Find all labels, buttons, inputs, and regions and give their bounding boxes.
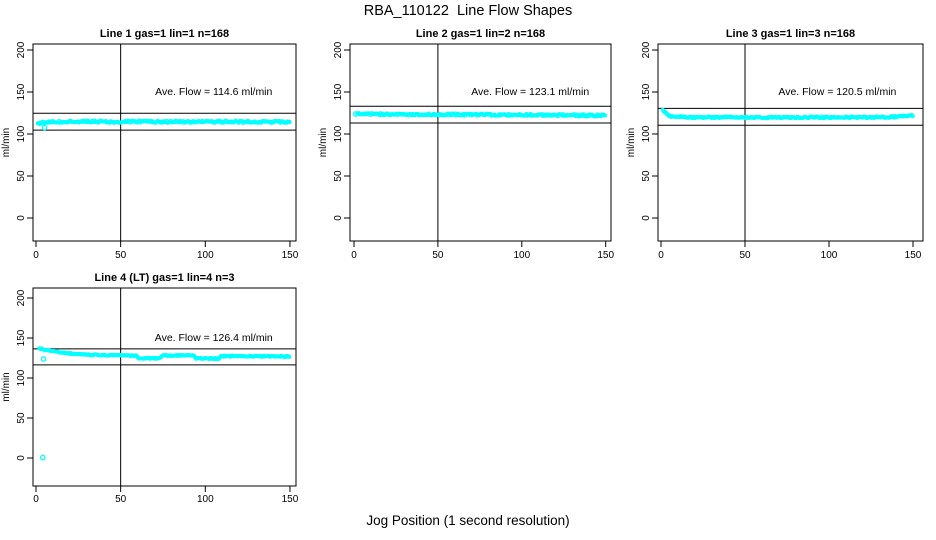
y-tick-label: 100: [16, 125, 27, 142]
x-tick-label: 50: [432, 250, 444, 261]
x-tick-label: 0: [33, 250, 39, 261]
ave-flow-annotation: Ave. Flow = 126.4 ml/min: [155, 332, 273, 344]
y-tick-label: 50: [641, 170, 652, 182]
panel-3: Line 3 gas=1 lin=3 n=168 0 50 100 150 0 50 100 1…: [626, 28, 924, 261]
x-tick-label: 0: [658, 250, 664, 261]
y-tick-label: 100: [333, 125, 344, 142]
ave-flow-annotation: Ave. Flow = 120.5 ml/min: [778, 86, 896, 98]
y-tick-label: 0: [641, 215, 652, 221]
panel-1: Line 1 gas=1 lin=1 n=168 0 50 100 150 0 50 100 1…: [1, 28, 299, 261]
outlier-point: [39, 454, 46, 461]
data-point: [287, 119, 292, 124]
x-axis-label: Jog Position (1 second resolution): [366, 513, 570, 528]
data-points: [35, 118, 292, 131]
plot-box: [32, 43, 297, 242]
y-tick-label: 150: [641, 83, 652, 100]
ave-flow-annotation: Ave. Flow = 123.1 ml/min: [471, 86, 589, 98]
data-points: [660, 107, 915, 121]
data-point: [287, 354, 292, 359]
data-point: [602, 113, 608, 118]
y-tick-label: 200: [641, 41, 652, 58]
panel-4: Line 4 (LT) gas=1 lin=4 n=3 0 50 100 150 0 50 1…: [1, 272, 299, 505]
y-tick-label: 50: [16, 170, 27, 182]
y-tick-label: 0: [333, 215, 344, 221]
y-tick-label: 0: [16, 455, 27, 461]
plot-box: [657, 43, 924, 242]
y-tick-label: 50: [333, 170, 344, 182]
panel-title: Line 1 gas=1 lin=1 n=168: [100, 28, 229, 40]
x-tick-label: 100: [197, 494, 214, 505]
y-tick-label: 50: [16, 412, 27, 424]
data-points: [352, 110, 608, 119]
y-tick-label: 0: [16, 215, 27, 221]
y-tick-label: 150: [16, 329, 27, 346]
x-tick-label: 100: [513, 250, 530, 261]
panel-title: Line 3 gas=1 lin=3 n=168: [726, 28, 855, 40]
y-tick-label: 200: [333, 41, 344, 58]
y-tick-label: 200: [16, 41, 27, 58]
x-tick-label: 50: [115, 250, 127, 261]
y-tick-label: 200: [16, 289, 27, 306]
x-tick-label: 50: [739, 250, 751, 261]
y-tick-label: 150: [16, 83, 27, 100]
data-point: [910, 114, 915, 119]
plot-box: [349, 43, 612, 242]
panel-2: Line 2 gas=1 lin=2 n=168 0 50 100 150 0 50 100 1…: [318, 28, 614, 261]
y-axis-label: ml/min: [1, 128, 12, 157]
x-tick-label: 0: [33, 494, 39, 505]
x-tick-label: 150: [597, 250, 614, 261]
y-axis-label: ml/min: [626, 128, 637, 157]
main-title: RBA_110122 Line Flow Shapes: [363, 3, 573, 19]
y-tick-label: 150: [333, 83, 344, 100]
x-tick-label: 100: [821, 250, 838, 261]
outlier-point: [40, 356, 47, 362]
x-tick-label: 50: [115, 494, 127, 505]
x-tick-label: 150: [282, 250, 299, 261]
x-tick-label: 100: [197, 250, 214, 261]
y-axis-label: ml/min: [318, 128, 329, 157]
data-points: [37, 346, 292, 461]
ave-flow-annotation: Ave. Flow = 114.6 ml/min: [155, 86, 272, 98]
plot-box: [32, 287, 297, 487]
y-tick-label: 100: [641, 125, 652, 142]
x-tick-label: 0: [351, 250, 357, 261]
outlier-point: [352, 111, 359, 117]
x-tick-label: 150: [905, 250, 922, 261]
x-tick-label: 150: [282, 494, 299, 505]
y-axis-label: ml/min: [1, 372, 12, 401]
panel-title: Line 2 gas=1 lin=2 n=168: [416, 28, 545, 40]
outlier-point: [41, 124, 48, 131]
panel-title: Line 4 (LT) gas=1 lin=4 n=3: [94, 272, 234, 284]
y-tick-label: 100: [16, 369, 27, 386]
